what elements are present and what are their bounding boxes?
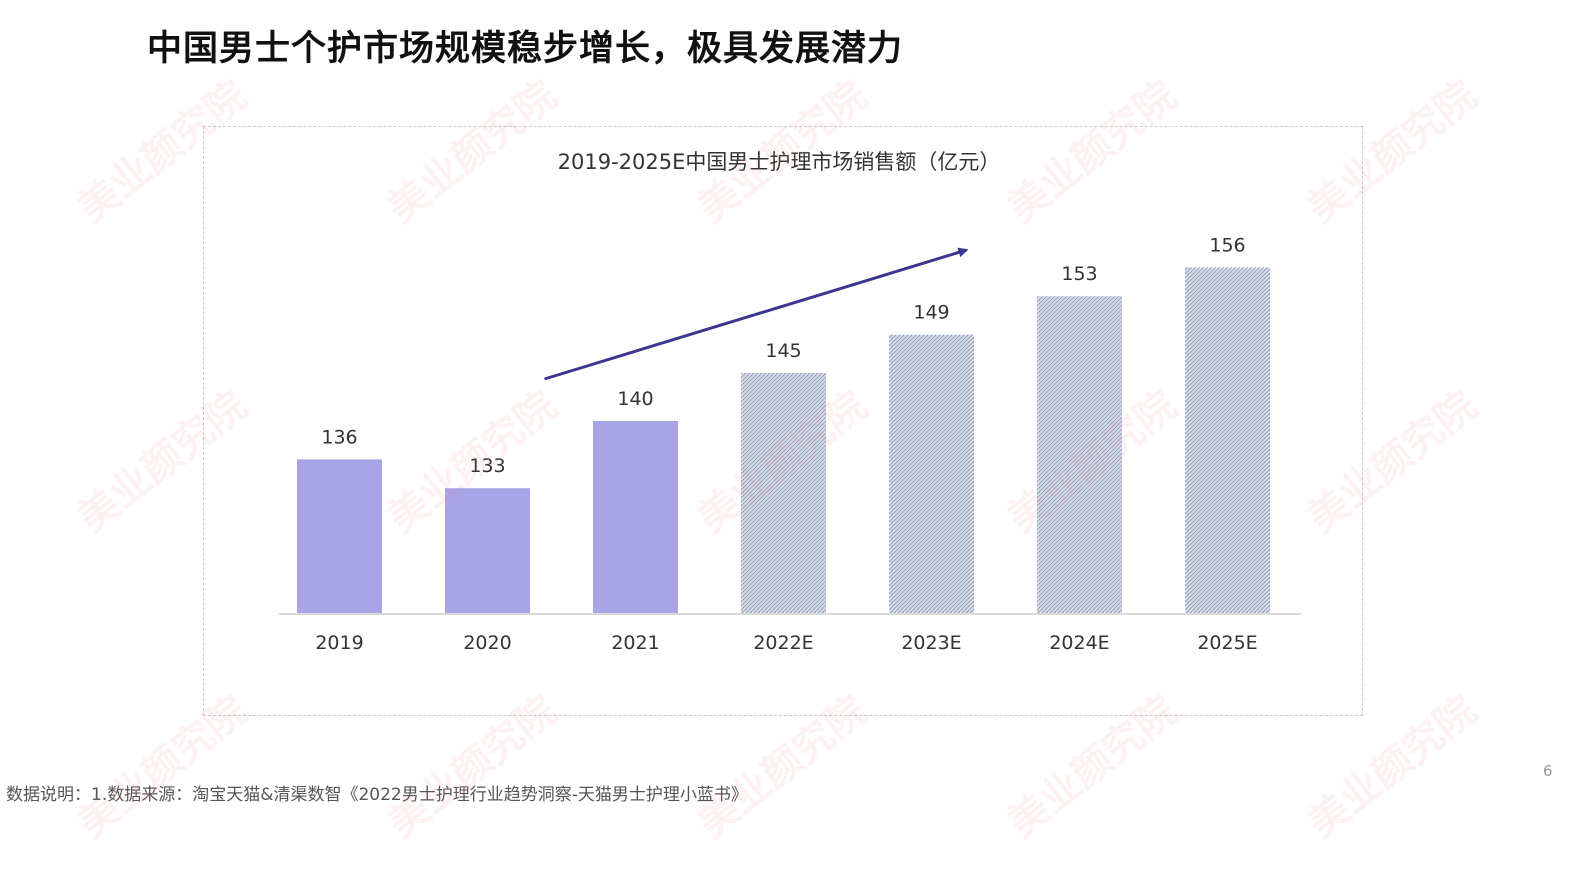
data-label-2024E: 153 — [1061, 263, 1097, 285]
trend-arrow — [544, 247, 969, 381]
bar-2021 — [593, 421, 678, 613]
data-label-2025E: 156 — [1209, 234, 1245, 256]
bar-2020 — [445, 488, 530, 613]
page-title: 中国男士个护市场规模稳步增长，极具发展潜力 — [147, 29, 904, 69]
chart-title: 2019-2025E中国男士护理市场销售额（亿元） — [558, 150, 1001, 174]
chart-frame: 2019-2025E中国男士护理市场销售额（亿元） 2019 2020 2021 20… — [203, 126, 1363, 716]
bar-2024E — [1037, 296, 1122, 613]
data-label-2022E: 145 — [765, 340, 801, 362]
data-label-2021: 140 — [617, 388, 653, 410]
x-tick-label-2022E: 2022E — [753, 632, 813, 654]
footnote: 数据说明：1.数据来源：淘宝天猫&清渠数智《2022男士护理行业趋势洞察-天猫男… — [6, 785, 748, 805]
x-tick-label-2024E: 2024E — [1049, 632, 1109, 654]
bar-2019 — [297, 459, 382, 613]
x-tick-labels: 2019 2020 2021 2022E 2023E 2024E 2025E — [315, 632, 1257, 654]
x-tick-label-2019: 2019 — [315, 632, 363, 654]
bar-2022E — [741, 373, 826, 613]
bar-2023E — [889, 334, 974, 613]
data-labels: 136 133 140 145 149 153 156 — [321, 234, 1245, 477]
x-tick-label-2023E: 2023E — [901, 632, 961, 654]
bar-2025E — [1185, 267, 1270, 613]
bar-chart: 2019-2025E中国男士护理市场销售额（亿元） 2019 2020 2021 20… — [279, 150, 1301, 654]
x-tick-label-2020: 2020 — [463, 632, 511, 654]
x-tick-label-2021: 2021 — [611, 632, 659, 654]
bars-group — [297, 267, 1270, 613]
page-number: 6 — [1543, 762, 1553, 780]
data-label-2020: 133 — [469, 455, 505, 477]
data-label-2023E: 149 — [913, 302, 949, 324]
x-tick-label-2025E: 2025E — [1197, 632, 1257, 654]
data-label-2019: 136 — [321, 426, 357, 448]
